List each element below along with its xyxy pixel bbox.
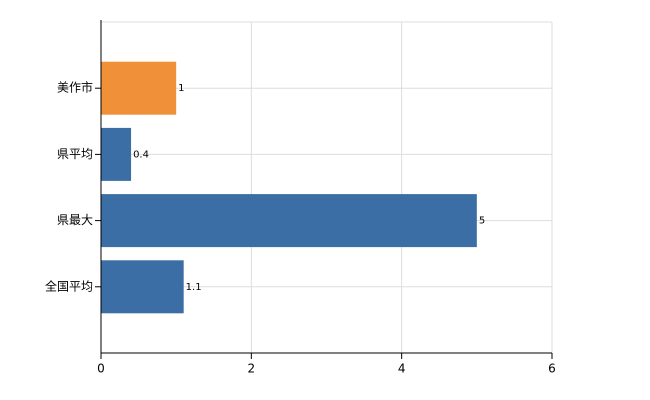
x-tick-label: 6 bbox=[548, 362, 556, 376]
x-tick-label: 4 bbox=[398, 362, 406, 376]
bar bbox=[101, 194, 477, 248]
y-tick-label: 美作市 bbox=[57, 80, 93, 95]
value-label: 1 bbox=[178, 83, 184, 94]
x-tick-label: 0 bbox=[97, 362, 105, 376]
y-tick-label: 全国平均 bbox=[45, 278, 93, 293]
bar bbox=[101, 260, 184, 314]
x-tick-label: 2 bbox=[248, 362, 256, 376]
y-tick-label: 県最大 bbox=[57, 213, 93, 227]
value-label: 5 bbox=[479, 216, 485, 227]
y-tick-label: 県平均 bbox=[57, 147, 93, 161]
value-label: 1.1 bbox=[186, 282, 202, 293]
bar bbox=[101, 127, 132, 181]
value-label: 0.4 bbox=[133, 149, 149, 160]
bar bbox=[101, 61, 177, 115]
